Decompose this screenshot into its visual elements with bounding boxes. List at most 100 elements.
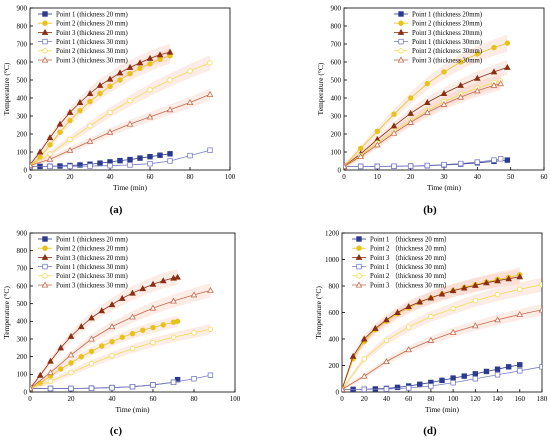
data-point	[186, 99, 194, 106]
data-point	[516, 311, 524, 318]
series-group	[342, 272, 542, 392]
data-point	[441, 69, 447, 75]
x-tick-label: 80	[191, 395, 199, 403]
x-tick-label: 60	[405, 395, 413, 403]
data-point	[137, 65, 143, 71]
data-point	[106, 75, 114, 82]
data-point	[58, 366, 64, 372]
data-point	[149, 280, 157, 287]
data-point	[106, 128, 114, 135]
data-point	[139, 285, 147, 292]
x-tick-label: 60	[150, 395, 158, 403]
plot-frame	[29, 232, 236, 393]
x-axis-label: Time (min)	[425, 405, 460, 414]
data-point	[77, 107, 83, 114]
x-tick-label: 80	[187, 173, 195, 181]
data-point	[517, 368, 523, 374]
y-tick-label: 500	[17, 76, 28, 84]
x-tick-label: 40	[109, 395, 117, 403]
chart-panel-1: 0 20 40 60 80 100 0 100 200 300 400 500 600 700 800 900…	[2, 4, 236, 216]
data-point	[457, 160, 464, 167]
y-tick-label: 200	[17, 130, 28, 138]
data-point	[207, 60, 213, 66]
data-point	[127, 97, 133, 104]
data-point	[30, 384, 34, 391]
data-point	[491, 44, 497, 51]
data-point	[383, 386, 390, 392]
legend-marker	[398, 20, 404, 26]
data-point	[494, 366, 501, 372]
data-point	[504, 157, 511, 163]
legend-entry: Point 3 (thickness 30 mm)	[56, 57, 128, 64]
series-line-4	[342, 366, 542, 390]
data-point	[494, 372, 501, 378]
data-point	[147, 153, 153, 160]
data-point	[109, 338, 115, 345]
data-point	[472, 322, 479, 329]
legend-marker	[356, 236, 362, 242]
x-tick-label: 30	[441, 173, 449, 181]
data-point	[383, 316, 390, 323]
data-point	[36, 371, 44, 378]
data-point	[97, 160, 103, 166]
data-point	[374, 128, 381, 134]
legend: Point 1 (thickness 20mm) Point 2 (thickne…	[394, 11, 482, 64]
legend-marker	[42, 263, 48, 270]
data-point	[206, 90, 214, 97]
y-tick-label: 400	[329, 335, 340, 343]
data-point	[107, 109, 113, 116]
data-point	[146, 113, 154, 120]
data-point	[46, 134, 54, 141]
y-tick-label: 800	[329, 282, 340, 290]
data-point	[87, 98, 93, 105]
legend-entry: Point 2 (thickness 30 mm)	[56, 273, 128, 280]
data-point	[127, 162, 133, 168]
legend-entry: Point 3 (thickness 20 mm)	[56, 255, 128, 262]
y-tick-label: 700	[331, 40, 342, 48]
x-tick-label: 100	[230, 395, 241, 403]
y-tick-label: 700	[17, 40, 28, 48]
data-point	[407, 95, 414, 101]
legend-entry: Point 1 (thickness 30 mm)	[56, 264, 128, 271]
data-point	[460, 284, 468, 291]
data-point	[167, 158, 173, 164]
data-point	[157, 56, 163, 62]
uncertainty-band	[344, 77, 501, 169]
uncertainty-band	[344, 34, 508, 169]
data-point	[450, 375, 456, 381]
data-point	[47, 378, 54, 385]
data-point	[170, 379, 177, 385]
data-point	[357, 153, 364, 160]
data-point	[405, 303, 412, 310]
data-point	[374, 163, 381, 170]
y-tick-label: 600	[331, 58, 342, 66]
legend-marker	[397, 56, 405, 63]
data-point	[129, 313, 136, 320]
x-tick-label: 180	[537, 395, 548, 403]
uncertainty-band	[30, 47, 170, 168]
data-point	[88, 314, 95, 321]
data-point	[126, 63, 134, 70]
data-point	[78, 353, 84, 360]
legend-entry: Point 2 （thickness 20 mm）	[370, 245, 451, 253]
data-point	[129, 289, 136, 296]
data-point	[167, 77, 173, 83]
x-tick-label: 140	[492, 395, 503, 403]
data-point	[68, 360, 74, 366]
data-point	[372, 324, 379, 331]
y-tick-label: 0	[338, 166, 342, 174]
data-point	[127, 70, 133, 77]
series-line-5	[30, 328, 211, 389]
y-tick-label: 600	[17, 282, 28, 290]
y-tick-label: 800	[17, 22, 28, 30]
data-point	[424, 99, 431, 106]
uncertainty-band	[30, 315, 178, 391]
series-line-3	[30, 276, 178, 389]
data-point	[494, 316, 501, 323]
x-tick-label: 80	[427, 395, 435, 403]
data-point	[170, 297, 177, 304]
y-tick-label: 700	[17, 265, 28, 273]
x-tick-label: 20	[361, 395, 369, 403]
data-point	[47, 151, 53, 157]
